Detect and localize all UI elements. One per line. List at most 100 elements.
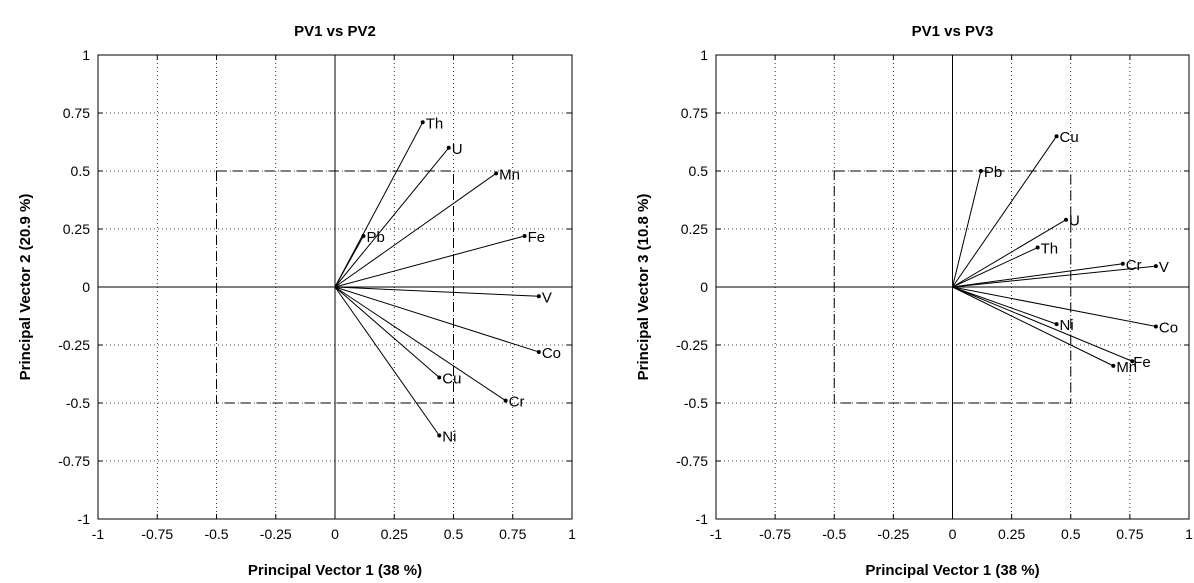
x-tick-label: 0 bbox=[331, 526, 339, 542]
y-tick-label: -0.75 bbox=[676, 453, 708, 469]
loading-point-v bbox=[1153, 264, 1158, 269]
x-tick-label: -0.25 bbox=[260, 526, 292, 542]
x-axis-label: Principal Vector 1 (38 %) bbox=[248, 562, 422, 579]
y-tick-label: 0 bbox=[700, 279, 708, 295]
y-tick-label: 0 bbox=[82, 279, 90, 295]
chart-panel-2: -1 -0.75 -0.5 -0.25 0 0.25 0.5 0.75 1 -1 -0.75 -0.5… bbox=[635, 23, 1193, 579]
loading-vector-pb bbox=[334, 235, 364, 288]
loading-vector-fe bbox=[334, 235, 525, 288]
y-tick-label: 1 bbox=[700, 47, 708, 63]
x-tick-label: -0.5 bbox=[204, 526, 228, 542]
point-label-v: V bbox=[1159, 259, 1169, 276]
loading-vector-u bbox=[952, 219, 1067, 288]
point-label-u: U bbox=[452, 141, 463, 158]
point-label-ni: Ni bbox=[1060, 317, 1074, 334]
x-tick-label: 0.75 bbox=[499, 526, 526, 542]
point-label-cr: Cr bbox=[1126, 257, 1142, 274]
point-label-pb: Pb bbox=[984, 164, 1002, 181]
loading-point-mn bbox=[1111, 363, 1116, 368]
x-tick-label: 0.75 bbox=[1116, 526, 1143, 542]
loading-point-fe bbox=[522, 233, 527, 238]
y-tick-label: -1 bbox=[78, 511, 91, 527]
y-tick-label: 0.25 bbox=[63, 221, 90, 237]
chart-title: PV1 vs PV2 bbox=[294, 23, 376, 40]
x-axis-label: Principal Vector 1 (38 %) bbox=[865, 562, 1039, 579]
point-label-ni: Ni bbox=[442, 428, 456, 445]
x-tick-label: -1 bbox=[710, 526, 723, 542]
loading-point-u bbox=[446, 145, 451, 150]
loading-point-ni bbox=[1054, 322, 1059, 327]
point-label-th: Th bbox=[1041, 241, 1059, 258]
y-tick-label: 0.75 bbox=[63, 105, 90, 121]
y-tick-label: -0.5 bbox=[684, 395, 708, 411]
loading-point-cr bbox=[1120, 261, 1125, 266]
point-label-mn: Mn bbox=[499, 166, 520, 183]
y-tick-label: -0.25 bbox=[58, 337, 90, 353]
loading-point-fe bbox=[1130, 359, 1135, 364]
y-tick-label: -0.25 bbox=[676, 337, 708, 353]
loading-point-u bbox=[1064, 217, 1069, 222]
chart-title: PV1 vs PV3 bbox=[912, 23, 994, 40]
loading-point-cr bbox=[503, 398, 508, 403]
y-tick-label: 0.75 bbox=[681, 105, 708, 121]
x-tick-label: 0.5 bbox=[1061, 526, 1081, 542]
y-tick-label: -0.5 bbox=[66, 395, 90, 411]
y-tick-label: 0.25 bbox=[681, 221, 708, 237]
x-tick-label: -0.5 bbox=[822, 526, 846, 542]
y-tick-label: 0.5 bbox=[71, 163, 91, 179]
point-label-th: Th bbox=[426, 115, 444, 132]
loading-point-pb bbox=[978, 169, 983, 173]
loading-vector-th bbox=[334, 122, 424, 288]
loading-vector-cr bbox=[334, 286, 506, 402]
loading-point-th bbox=[420, 120, 425, 125]
loading-point-mn bbox=[494, 171, 499, 176]
y-axis-label: Principal Vector 3 (10.8 %) bbox=[635, 194, 652, 381]
loading-vector-co bbox=[334, 286, 539, 353]
point-label-u: U bbox=[1069, 213, 1080, 230]
point-label-co: Co bbox=[1159, 319, 1178, 336]
loading-vector-v bbox=[334, 286, 539, 297]
x-tick-label: -0.25 bbox=[877, 526, 909, 542]
loading-vector-mn bbox=[952, 286, 1114, 367]
loading-vector-cr bbox=[952, 263, 1123, 288]
y-tick-label: -0.75 bbox=[58, 453, 90, 469]
loading-vector-u bbox=[334, 147, 450, 288]
loading-vector-cu bbox=[952, 135, 1057, 288]
loading-vector-ni bbox=[952, 286, 1057, 325]
loading-point-ni bbox=[437, 433, 442, 438]
loading-point-cu bbox=[1054, 134, 1059, 139]
loading-vector-co bbox=[952, 286, 1156, 327]
x-tick-label: 1 bbox=[1185, 526, 1193, 542]
point-label-fe: Fe bbox=[1133, 354, 1151, 371]
point-label-co: Co bbox=[542, 345, 561, 362]
x-tick-label: -0.75 bbox=[759, 526, 791, 542]
y-tick-label: 1 bbox=[82, 47, 90, 63]
x-tick-label: -0.75 bbox=[141, 526, 173, 542]
point-label-cu: Cu bbox=[442, 370, 461, 387]
point-label-mn: Mn bbox=[1116, 359, 1137, 376]
loading-point-cu bbox=[437, 375, 442, 380]
loading-point-co bbox=[1153, 324, 1158, 329]
loading-vector-mn bbox=[334, 172, 497, 288]
x-tick-label: 0 bbox=[949, 526, 957, 542]
y-tick-label: 0.5 bbox=[689, 163, 709, 179]
loading-vector-v bbox=[952, 265, 1156, 288]
x-tick-label: -1 bbox=[92, 526, 105, 542]
y-axis-label: Principal Vector 2 (20.9 %) bbox=[17, 194, 34, 381]
x-tick-label: 0.25 bbox=[381, 526, 408, 542]
loading-vector-pb bbox=[952, 170, 982, 288]
loading-point-v bbox=[536, 294, 541, 299]
x-tick-label: 1 bbox=[568, 526, 576, 542]
chart-panel-1: -1 -0.75 -0.5 -0.25 0 0.25 0.5 0.75 1 -1 -0.75 -0.5… bbox=[17, 23, 576, 579]
point-label-cu: Cu bbox=[1060, 129, 1079, 146]
loading-point-th bbox=[1035, 245, 1040, 250]
loading-point-pb bbox=[361, 233, 366, 238]
x-tick-label: 0.25 bbox=[998, 526, 1025, 542]
point-label-cr: Cr bbox=[509, 394, 525, 411]
point-label-pb: Pb bbox=[366, 229, 384, 246]
y-tick-label: -1 bbox=[696, 511, 709, 527]
point-label-v: V bbox=[542, 289, 552, 306]
loading-vector-cu bbox=[334, 286, 440, 378]
loading-vector-ni bbox=[334, 286, 440, 436]
